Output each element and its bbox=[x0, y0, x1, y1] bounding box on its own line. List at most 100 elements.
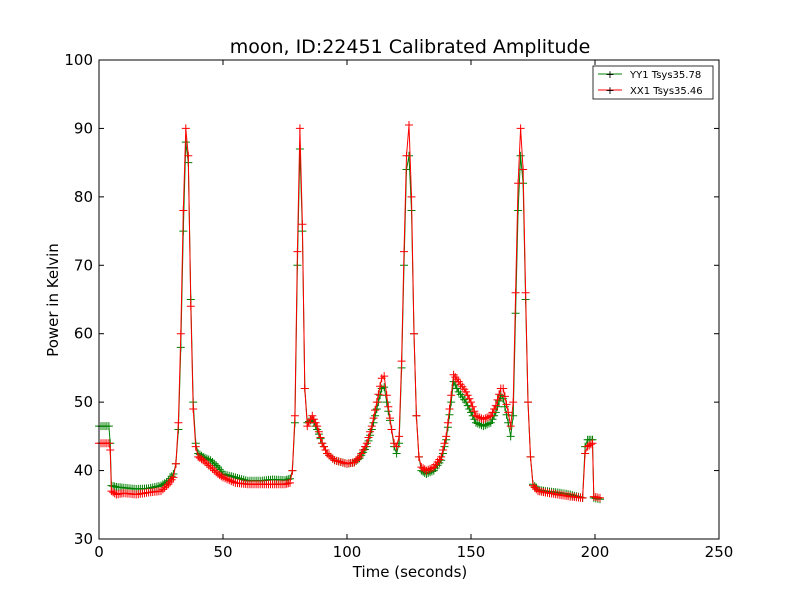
data-point-xx1 bbox=[483, 413, 492, 422]
data-point-xx1 bbox=[326, 452, 335, 461]
data-point-xx1 bbox=[352, 456, 361, 465]
data-point-xx1 bbox=[318, 439, 327, 448]
data-point-xx1 bbox=[314, 427, 323, 436]
data-point-xx1 bbox=[367, 422, 376, 431]
data-point-xx1 bbox=[321, 446, 330, 454]
data-point-xx1 bbox=[174, 418, 183, 427]
data-point-xx1 bbox=[179, 206, 188, 215]
data-point-xx1 bbox=[311, 418, 320, 427]
data-point-xx1 bbox=[443, 418, 452, 427]
x-tick-label: 150 bbox=[457, 543, 486, 561]
data-point-xx1 bbox=[336, 458, 345, 466]
data-point-yy1 bbox=[380, 383, 389, 392]
data-point-xx1 bbox=[424, 465, 433, 474]
data-point-yy1 bbox=[481, 421, 490, 430]
data-point-xx1 bbox=[223, 475, 232, 484]
data-point-xx1 bbox=[468, 402, 477, 411]
data-point-xx1 bbox=[286, 478, 294, 487]
data-point-xx1 bbox=[578, 493, 587, 502]
data-point-xx1 bbox=[225, 476, 234, 485]
y-tick-label: 80 bbox=[74, 188, 93, 206]
plot-frame bbox=[98, 59, 720, 540]
data-point-xx1 bbox=[586, 440, 595, 449]
data-point-xx1 bbox=[181, 124, 190, 133]
data-point-xx1 bbox=[316, 433, 325, 442]
legend-marker-xx1: + bbox=[605, 84, 614, 97]
data-point-xx1 bbox=[380, 372, 389, 381]
y-tick-label: 30 bbox=[74, 530, 93, 548]
chart-title: moon, ID:22451 Calibrated Amplitude bbox=[230, 36, 591, 58]
legend-label-yy1: YY1 Tsys35.78 bbox=[629, 70, 701, 81]
data-point-xx1 bbox=[350, 458, 359, 467]
data-point-yy1 bbox=[509, 411, 518, 420]
data-point-xx1 bbox=[298, 220, 307, 229]
data-point-xx1 bbox=[465, 394, 474, 403]
data-point-xx1 bbox=[104, 439, 113, 448]
data-point-xx1 bbox=[364, 433, 373, 442]
data-point-xx1 bbox=[504, 408, 513, 417]
y-tick-label: 70 bbox=[74, 256, 93, 274]
data-point-xx1 bbox=[506, 422, 515, 431]
data-point-yy1 bbox=[208, 458, 217, 466]
data-point-yy1 bbox=[495, 397, 504, 405]
data-point-yy1 bbox=[463, 401, 472, 410]
data-point-xx1 bbox=[308, 411, 317, 420]
data-point-xx1 bbox=[524, 398, 532, 407]
data-point-xx1 bbox=[330, 456, 339, 465]
data-point-xx1 bbox=[206, 463, 215, 472]
data-point-xx1 bbox=[202, 459, 211, 468]
data-point-xx1 bbox=[410, 329, 418, 338]
data-point-xx1 bbox=[355, 452, 364, 461]
data-point-xx1 bbox=[495, 390, 504, 399]
data-point-xx1 bbox=[309, 415, 318, 424]
data-point-yy1 bbox=[516, 151, 525, 160]
data-point-xx1 bbox=[412, 411, 421, 420]
data-point-xx1 bbox=[359, 446, 368, 454]
data-point-yy1 bbox=[467, 408, 475, 417]
data-point-yy1 bbox=[485, 419, 493, 428]
x-tick-label: 250 bbox=[705, 543, 734, 561]
data-point-xx1 bbox=[407, 192, 416, 201]
data-point-yy1 bbox=[475, 420, 484, 429]
data-point-xx1 bbox=[427, 464, 436, 472]
data-point-xx1 bbox=[204, 461, 213, 470]
data-point-xx1 bbox=[313, 422, 322, 431]
data-point-xx1 bbox=[171, 459, 180, 468]
data-point-xx1 bbox=[157, 487, 165, 496]
data-point-xx1 bbox=[392, 442, 401, 451]
data-point-xx1 bbox=[509, 398, 518, 407]
data-point-xx1 bbox=[491, 401, 500, 410]
data-point-xx1 bbox=[511, 288, 520, 297]
data-point-xx1 bbox=[300, 384, 309, 393]
data-point-xx1 bbox=[479, 415, 488, 424]
data-point-xx1 bbox=[486, 411, 495, 420]
data-point-xx1 bbox=[319, 442, 328, 451]
data-point-xx1 bbox=[596, 493, 604, 502]
data-point-xx1 bbox=[493, 395, 502, 404]
y-tick-label: 40 bbox=[74, 462, 93, 480]
x-tick-label: 100 bbox=[333, 543, 362, 561]
data-point-yy1 bbox=[210, 459, 219, 468]
data-point-xx1 bbox=[295, 124, 304, 133]
data-point-xx1 bbox=[445, 405, 454, 413]
data-point-xx1 bbox=[426, 464, 435, 473]
data-point-yy1 bbox=[372, 405, 381, 413]
series-xx1 bbox=[95, 121, 604, 502]
data-point-xx1 bbox=[382, 391, 391, 400]
data-point-xx1 bbox=[366, 427, 375, 436]
data-point-xx1 bbox=[217, 472, 226, 481]
x-axis-label: Time (seconds) bbox=[352, 563, 468, 581]
data-point-xx1 bbox=[472, 411, 480, 420]
data-point-yy1 bbox=[212, 461, 221, 470]
data-point-xx1 bbox=[199, 456, 208, 465]
data-point-xx1 bbox=[414, 452, 423, 461]
data-point-xx1 bbox=[191, 442, 200, 451]
data-point-xx1 bbox=[158, 485, 167, 494]
data-point-xx1 bbox=[227, 477, 236, 486]
x-tick-label: 0 bbox=[94, 543, 104, 561]
data-point-xx1 bbox=[514, 179, 523, 188]
y-tick-label: 100 bbox=[64, 51, 93, 69]
data-point-xx1 bbox=[288, 466, 297, 475]
y-axis-label: Power in Kelvin bbox=[44, 243, 62, 357]
